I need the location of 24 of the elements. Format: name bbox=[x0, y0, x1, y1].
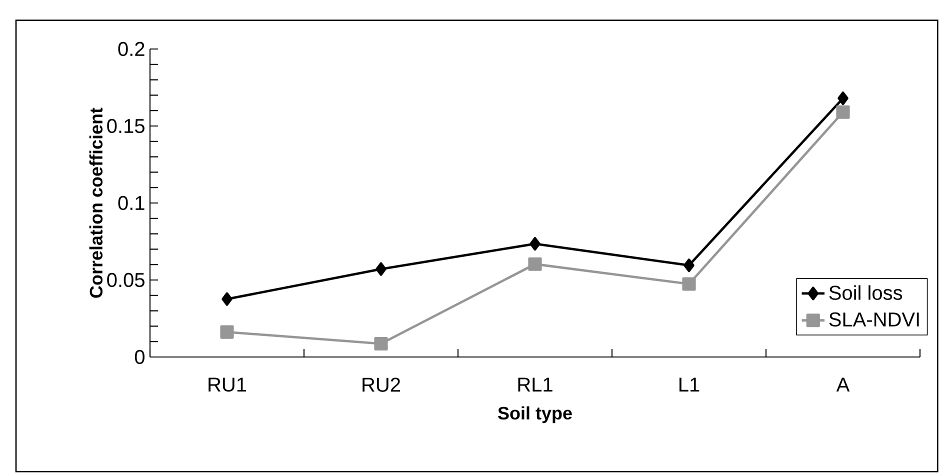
point bbox=[528, 257, 542, 271]
y-tick-label: 0 bbox=[134, 350, 145, 364]
x-tick-label: RL1 bbox=[518, 378, 552, 392]
point bbox=[222, 292, 232, 306]
point bbox=[374, 336, 388, 351]
legend-label: Soil loss bbox=[829, 285, 902, 300]
point bbox=[376, 262, 386, 276]
point bbox=[836, 105, 850, 119]
point bbox=[838, 91, 848, 106]
x-tick-label: RU2 bbox=[362, 378, 400, 392]
y-tick-label: 0.1 bbox=[118, 196, 144, 210]
y-axis-title: Correlation coefficient bbox=[89, 108, 103, 298]
x-axis-title: Soil type bbox=[498, 406, 572, 424]
x-tick-label: A bbox=[836, 378, 850, 392]
point bbox=[682, 277, 696, 291]
point bbox=[530, 237, 540, 251]
x-tick-label: L1 bbox=[680, 378, 700, 392]
y-tick-label: 0.05 bbox=[107, 272, 144, 288]
point bbox=[684, 258, 694, 272]
y-tick-label: 0.2 bbox=[118, 42, 144, 56]
legend-label: SLA-NDVI bbox=[829, 312, 919, 327]
point bbox=[220, 325, 234, 339]
x-tick-label: RU1 bbox=[208, 378, 246, 392]
y-tick-label: 0.15 bbox=[107, 118, 144, 134]
